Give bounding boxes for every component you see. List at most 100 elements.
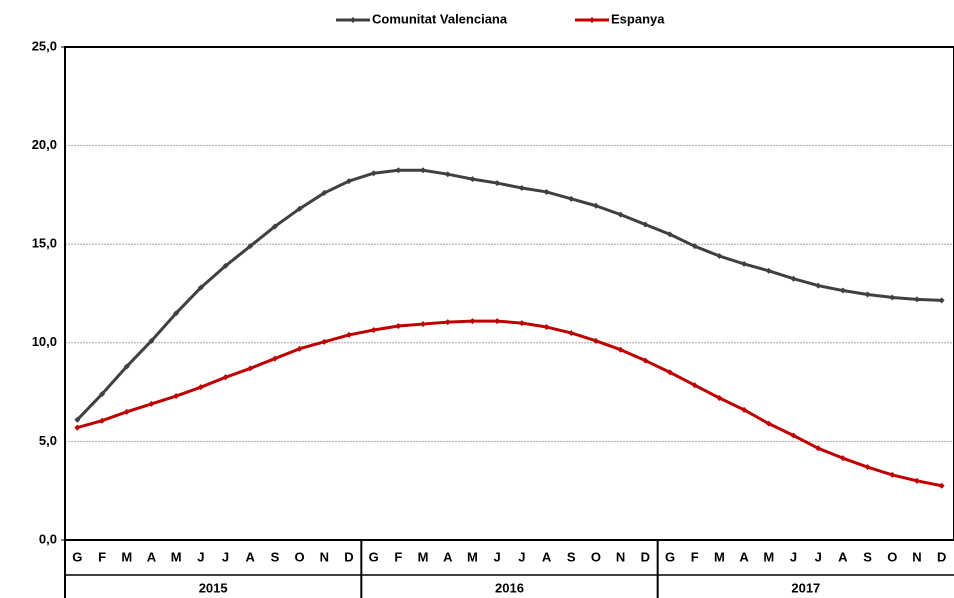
point-marker xyxy=(667,369,674,376)
x-tick-label: M xyxy=(467,549,478,564)
point-marker xyxy=(469,318,476,325)
legend-label: Comunitat Valenciana xyxy=(372,11,508,26)
x-tick-label: G xyxy=(665,549,675,564)
x-tick-label: M xyxy=(171,549,182,564)
legend-marker xyxy=(589,17,595,23)
y-tick-label: 20,0 xyxy=(32,137,57,152)
x-tick-label: M xyxy=(418,549,429,564)
x-tick-label: A xyxy=(739,549,749,564)
point-marker xyxy=(99,417,106,424)
point-marker xyxy=(938,482,945,489)
point-marker xyxy=(889,294,896,301)
point-marker xyxy=(494,318,501,325)
point-marker xyxy=(148,337,155,344)
x-tick-label: A xyxy=(443,549,453,564)
point-marker xyxy=(222,374,229,381)
point-marker xyxy=(321,338,328,345)
point-marker xyxy=(296,205,303,212)
legend-marker xyxy=(350,17,356,23)
point-marker xyxy=(667,231,674,238)
point-marker xyxy=(321,189,328,196)
point-marker xyxy=(864,291,871,298)
point-marker xyxy=(642,357,649,364)
plot-frame xyxy=(64,46,954,541)
x-tick-label: M xyxy=(121,549,132,564)
point-marker xyxy=(518,320,525,327)
point-marker xyxy=(938,297,945,304)
point-marker xyxy=(691,243,698,250)
point-marker xyxy=(395,323,402,330)
x-tick-label: A xyxy=(246,549,256,564)
point-marker xyxy=(716,253,723,260)
point-marker xyxy=(592,202,599,209)
point-marker xyxy=(370,326,377,333)
point-marker xyxy=(543,324,550,331)
x-tick-label: N xyxy=(320,549,329,564)
x-tick-label: F xyxy=(98,549,106,564)
y-tick-label: 15,0 xyxy=(32,236,57,251)
point-marker xyxy=(691,382,698,389)
point-marker xyxy=(790,275,797,282)
point-marker xyxy=(173,310,180,317)
point-marker xyxy=(913,296,920,303)
point-marker xyxy=(617,211,624,218)
y-tick-label: 5,0 xyxy=(39,433,57,448)
x-tick-label: J xyxy=(815,549,822,564)
x-tick-label: J xyxy=(494,549,501,564)
point-marker xyxy=(420,167,427,174)
point-marker xyxy=(370,170,377,177)
point-marker xyxy=(592,337,599,344)
x-tick-label: S xyxy=(567,549,576,564)
x-tick-label: J xyxy=(222,549,229,564)
x-tick-label: J xyxy=(197,549,204,564)
point-marker xyxy=(420,321,427,328)
x-tick-label: S xyxy=(271,549,280,564)
series-line xyxy=(76,319,942,488)
point-marker xyxy=(864,464,871,471)
point-marker xyxy=(568,329,575,336)
y-tick-label: 10,0 xyxy=(32,334,57,349)
point-marker xyxy=(889,471,896,478)
x-tick-label: G xyxy=(72,549,82,564)
x-tick-label: M xyxy=(763,549,774,564)
x-tick-label: S xyxy=(863,549,872,564)
point-marker xyxy=(123,363,130,370)
point-marker xyxy=(197,384,204,391)
x-group-label: 2015 xyxy=(199,580,228,595)
x-tick-label: D xyxy=(641,549,650,564)
x-group-label: 2016 xyxy=(495,580,524,595)
point-marker xyxy=(494,180,501,187)
x-tick-label: N xyxy=(616,549,625,564)
point-marker xyxy=(99,391,106,398)
y-tick-label: 0,0 xyxy=(39,531,57,546)
point-marker xyxy=(617,346,624,353)
point-marker xyxy=(913,477,920,484)
x-tick-label: A xyxy=(542,549,552,564)
point-marker xyxy=(815,445,822,452)
x-tick-label: G xyxy=(369,549,379,564)
point-marker xyxy=(741,260,748,267)
point-marker xyxy=(148,400,155,407)
point-marker xyxy=(790,432,797,439)
x-tick-label: A xyxy=(147,549,157,564)
point-marker xyxy=(444,171,451,178)
x-tick-label: F xyxy=(691,549,699,564)
x-tick-label: O xyxy=(887,549,897,564)
point-marker xyxy=(222,262,229,269)
x-tick-label: D xyxy=(937,549,946,564)
point-marker xyxy=(123,408,130,415)
point-marker xyxy=(74,424,81,431)
x-tick-label: J xyxy=(518,549,525,564)
point-marker xyxy=(765,267,772,274)
point-marker xyxy=(345,331,352,338)
point-marker xyxy=(543,188,550,195)
x-tick-label: D xyxy=(344,549,353,564)
point-marker xyxy=(765,420,772,427)
legend-label: Espanya xyxy=(611,11,665,26)
x-tick-label: A xyxy=(838,549,848,564)
point-marker xyxy=(518,184,525,191)
point-marker xyxy=(444,319,451,326)
point-marker xyxy=(839,455,846,462)
x-group-label: 2017 xyxy=(791,580,820,595)
